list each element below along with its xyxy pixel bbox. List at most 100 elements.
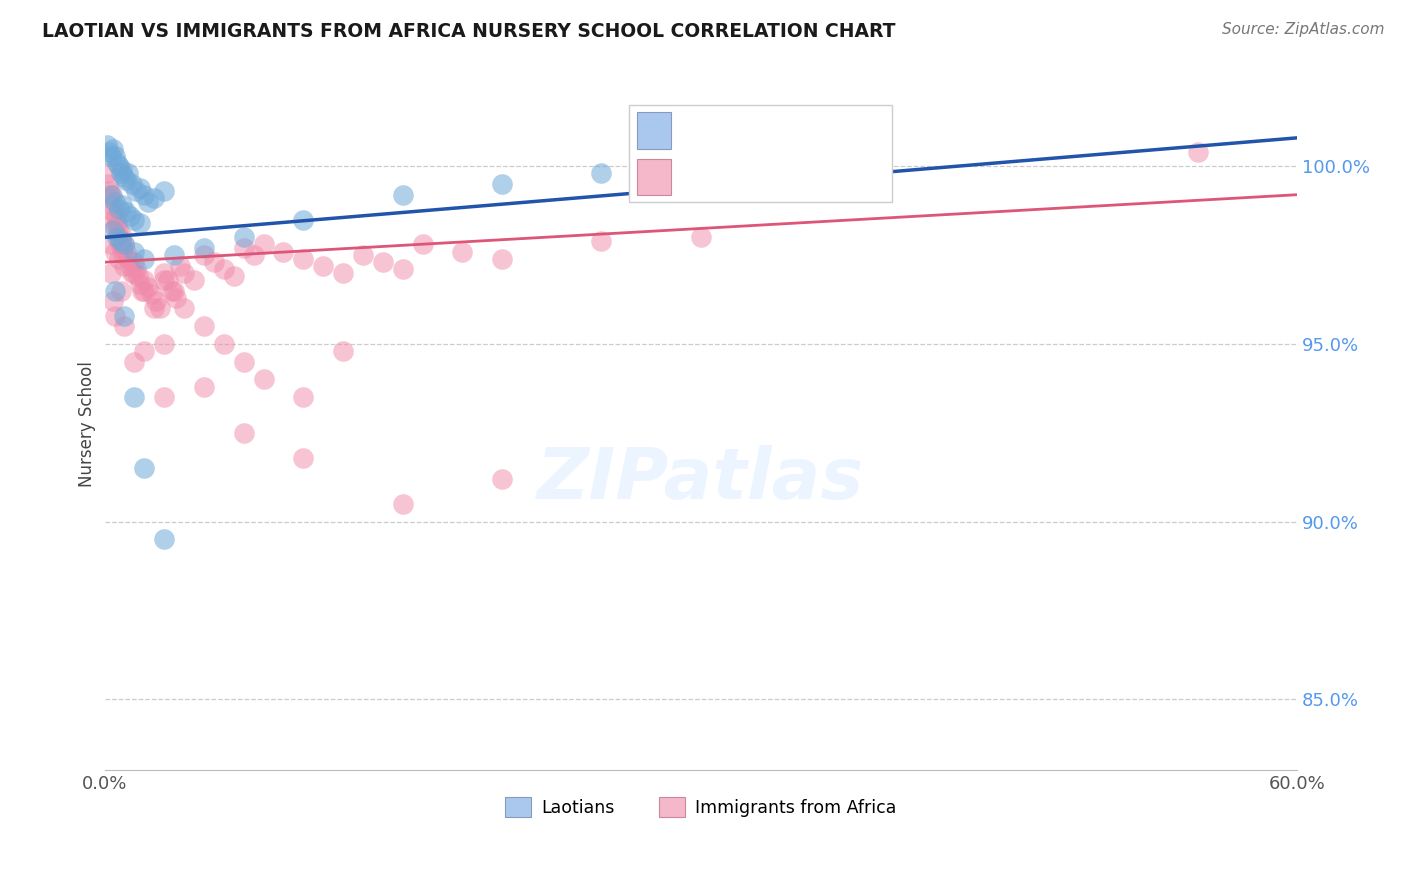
- Point: [117, 252, 139, 266]
- Point: [232, 355, 254, 369]
- Point: [193, 379, 215, 393]
- Point: [110, 234, 132, 248]
- Point: [107, 252, 129, 266]
- Text: Source: ZipAtlas.com: Source: ZipAtlas.com: [1222, 22, 1385, 37]
- Point: [134, 273, 156, 287]
- Text: ZIPatlas: ZIPatlas: [537, 445, 865, 514]
- Point: [96, 138, 118, 153]
- Point: [97, 145, 120, 159]
- Point: [115, 173, 138, 187]
- Point: [451, 244, 474, 259]
- Point: [292, 212, 315, 227]
- Point: [292, 252, 315, 266]
- Point: [125, 262, 148, 277]
- Point: [153, 184, 176, 198]
- Point: [157, 273, 180, 287]
- Point: [145, 294, 167, 309]
- Point: [107, 202, 129, 216]
- Point: [391, 497, 413, 511]
- Point: [100, 187, 122, 202]
- Point: [136, 280, 159, 294]
- Point: [114, 237, 136, 252]
- Point: [101, 205, 124, 219]
- Point: [117, 166, 139, 180]
- Point: [136, 194, 159, 209]
- Point: [222, 269, 245, 284]
- Point: [107, 223, 129, 237]
- Legend: Laotians, Immigrants from Africa: Laotians, Immigrants from Africa: [498, 790, 903, 824]
- Point: [273, 244, 295, 259]
- Point: [193, 241, 215, 255]
- Point: [101, 294, 124, 309]
- Point: [232, 425, 254, 440]
- Point: [332, 344, 354, 359]
- Point: [98, 191, 121, 205]
- Point: [153, 533, 176, 547]
- Point: [114, 309, 136, 323]
- Point: [242, 248, 264, 262]
- Point: [153, 337, 176, 351]
- Point: [111, 162, 134, 177]
- Point: [111, 198, 134, 212]
- Point: [110, 284, 132, 298]
- Point: [143, 191, 166, 205]
- Point: [491, 177, 513, 191]
- Point: [105, 216, 128, 230]
- Point: [371, 255, 394, 269]
- Point: [391, 187, 413, 202]
- Point: [103, 219, 125, 234]
- Point: [352, 248, 374, 262]
- Point: [121, 266, 143, 280]
- Point: [100, 187, 122, 202]
- Point: [124, 244, 146, 259]
- Point: [96, 166, 118, 180]
- Point: [292, 450, 315, 465]
- Point: [134, 252, 156, 266]
- Point: [114, 259, 136, 273]
- Point: [134, 284, 156, 298]
- Point: [212, 262, 235, 277]
- Point: [160, 284, 183, 298]
- Point: [107, 230, 129, 244]
- Point: [193, 319, 215, 334]
- Point: [153, 266, 176, 280]
- Point: [114, 169, 136, 184]
- Point: [169, 259, 191, 273]
- Point: [103, 284, 125, 298]
- Point: [165, 291, 187, 305]
- Point: [412, 237, 434, 252]
- Point: [232, 241, 254, 255]
- Point: [111, 241, 134, 255]
- Point: [100, 237, 122, 252]
- Point: [689, 230, 711, 244]
- Point: [129, 180, 152, 194]
- Point: [110, 234, 132, 248]
- Point: [153, 273, 176, 287]
- Point: [103, 212, 125, 227]
- Point: [202, 255, 225, 269]
- Point: [124, 390, 146, 404]
- Point: [591, 166, 613, 180]
- Point: [491, 472, 513, 486]
- Point: [127, 269, 149, 284]
- Point: [120, 209, 142, 223]
- Point: [103, 309, 125, 323]
- Point: [97, 184, 120, 198]
- Point: [134, 187, 156, 202]
- Point: [1187, 145, 1209, 159]
- Point: [124, 255, 146, 269]
- Point: [120, 259, 142, 273]
- Point: [193, 248, 215, 262]
- Point: [163, 248, 186, 262]
- Point: [134, 344, 156, 359]
- Point: [103, 244, 125, 259]
- Point: [143, 301, 166, 316]
- Point: [124, 212, 146, 227]
- Point: [110, 227, 132, 241]
- Point: [103, 194, 125, 209]
- Point: [104, 209, 127, 223]
- Point: [105, 155, 128, 169]
- Point: [252, 372, 274, 386]
- Point: [312, 259, 335, 273]
- Point: [129, 216, 152, 230]
